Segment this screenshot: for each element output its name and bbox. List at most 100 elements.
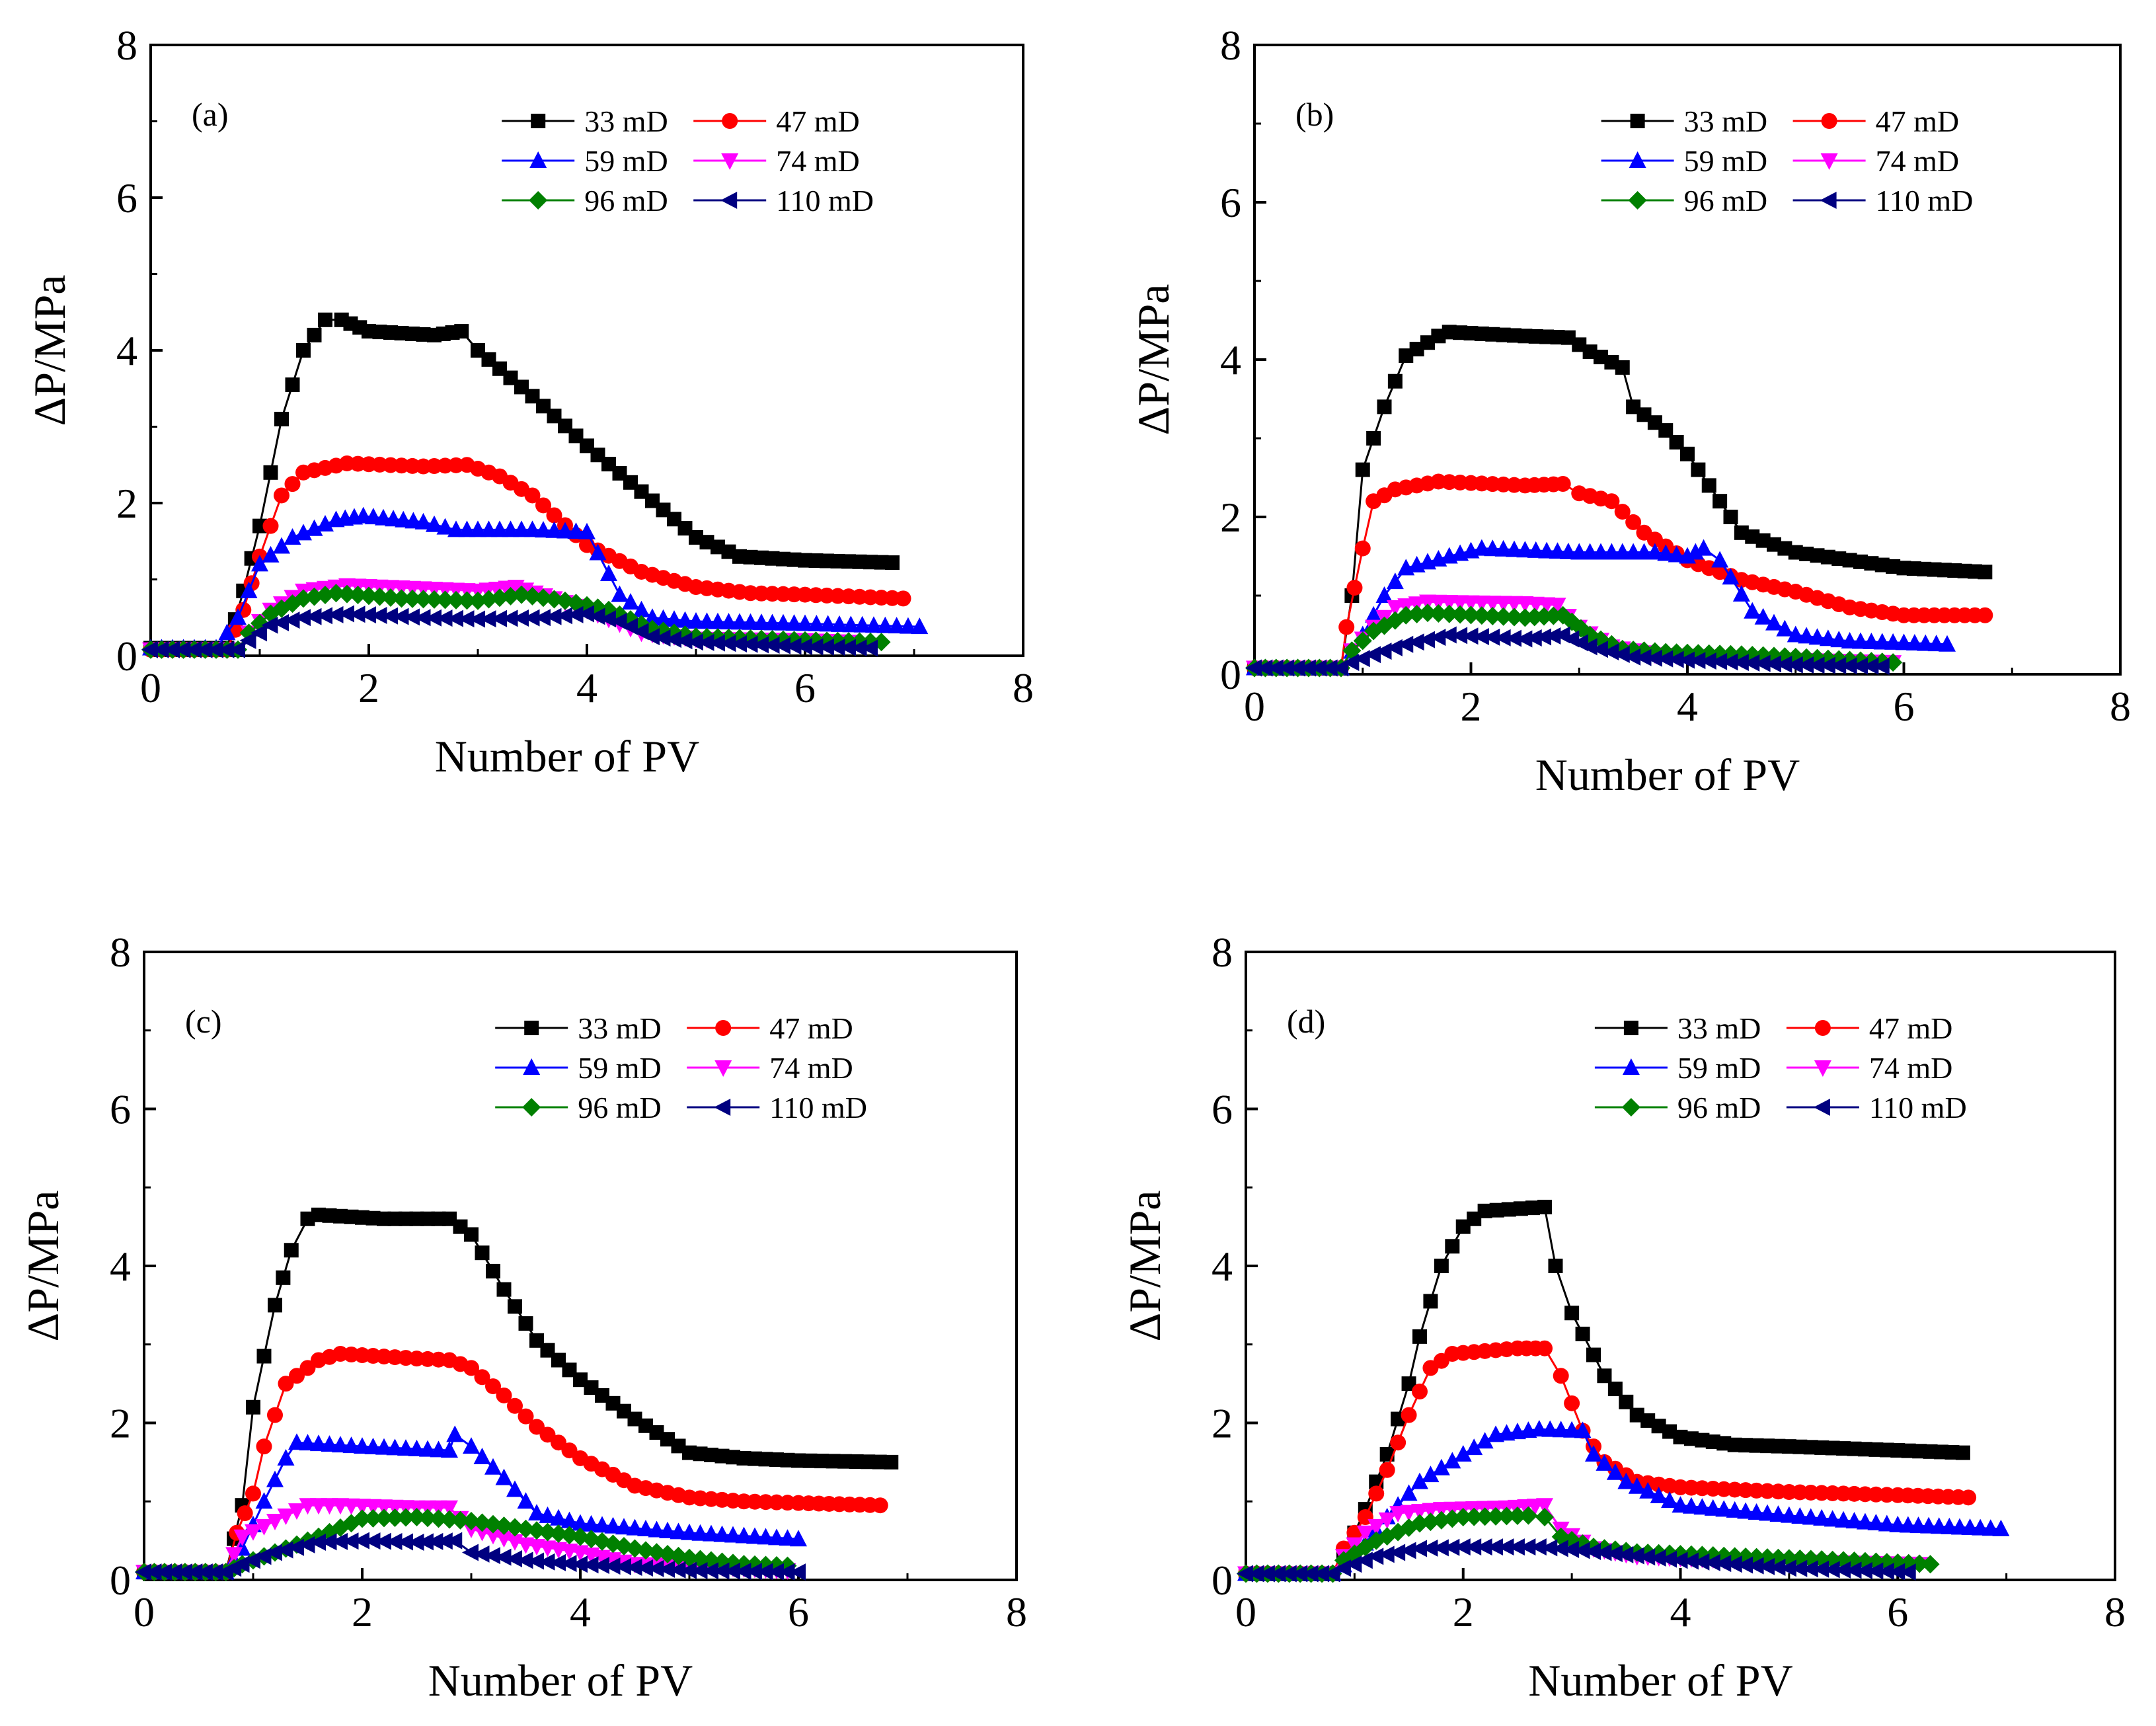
data-point — [1613, 645, 1630, 663]
data-point — [669, 1561, 686, 1579]
data-point — [1852, 632, 1869, 649]
data-point — [430, 1500, 447, 1517]
x-tick-label: 2 — [1453, 1589, 1474, 1635]
y-axis-title: ΔP/MPa — [1128, 284, 1178, 436]
data-point — [1802, 1508, 1820, 1525]
data-point — [582, 1556, 599, 1574]
data-point — [775, 613, 792, 631]
data-point — [441, 1441, 458, 1458]
data-point — [375, 1532, 391, 1550]
data-point — [1541, 1539, 1558, 1557]
data-point — [385, 1533, 403, 1551]
data-point — [436, 518, 454, 535]
data-point — [626, 1518, 644, 1536]
data-point — [1888, 1563, 1906, 1581]
data-point — [534, 609, 551, 627]
y-tick-label: 0 — [1212, 1557, 1233, 1604]
data-point — [457, 591, 477, 610]
data-point — [1472, 606, 1491, 625]
data-point — [1747, 1557, 1764, 1575]
data-point — [486, 1263, 500, 1278]
data-point — [741, 635, 758, 653]
data-point — [263, 465, 278, 480]
data-point — [1808, 628, 1826, 645]
data-point — [186, 1563, 203, 1581]
data-point — [1387, 373, 1403, 389]
data-point — [1440, 626, 1457, 644]
data-point — [1421, 1512, 1440, 1532]
x-tick-label: 2 — [358, 664, 379, 711]
data-point — [632, 623, 649, 641]
data-point — [1703, 1553, 1720, 1571]
data-point — [1445, 1239, 1460, 1254]
data-point — [1627, 1547, 1644, 1565]
data-point — [463, 1360, 479, 1376]
data-point — [1775, 656, 1792, 674]
data-point — [538, 1553, 555, 1571]
data-point — [680, 1561, 697, 1579]
data-point — [1596, 1454, 1613, 1471]
x-tick-label: 0 — [140, 664, 161, 711]
data-point — [746, 1527, 763, 1544]
data-point — [1473, 539, 1490, 556]
data-point — [785, 637, 802, 655]
data-point — [560, 1555, 577, 1573]
data-point — [1280, 1565, 1297, 1583]
data-point — [491, 520, 508, 537]
data-point — [763, 637, 780, 654]
data-point — [681, 1523, 698, 1540]
data-point — [490, 609, 507, 627]
data-point — [734, 1562, 751, 1580]
data-point — [1605, 1545, 1623, 1563]
data-point — [135, 1563, 151, 1581]
data-point — [1658, 423, 1674, 438]
data-point — [1301, 1565, 1319, 1583]
data-point — [545, 590, 564, 609]
data-point — [1603, 493, 1620, 510]
data-point — [742, 613, 759, 630]
data-point — [381, 607, 398, 625]
data-point — [419, 1440, 436, 1457]
data-point — [665, 631, 681, 648]
data-point — [469, 610, 485, 628]
data-point — [1537, 1199, 1553, 1214]
data-point — [1607, 1382, 1623, 1397]
data-point — [1386, 572, 1404, 590]
data-point — [1704, 1499, 1722, 1516]
data-point — [1541, 1420, 1559, 1437]
data-point — [309, 1534, 326, 1551]
data-point — [1646, 543, 1664, 560]
data-point — [1563, 1421, 1581, 1438]
data-point — [436, 1532, 453, 1550]
data-point — [1549, 598, 1566, 615]
data-point — [1787, 625, 1804, 643]
data-point — [1353, 631, 1372, 650]
data-point — [462, 1544, 479, 1561]
data-point — [1389, 1506, 1407, 1523]
data-point — [768, 1528, 785, 1546]
data-point — [1538, 541, 1556, 559]
data-point — [1759, 1504, 1776, 1521]
data-point — [1678, 651, 1695, 669]
data-point — [1978, 565, 1993, 580]
data-point — [819, 615, 837, 632]
data-point — [447, 609, 463, 627]
data-point — [1483, 628, 1500, 646]
data-point — [321, 1498, 338, 1515]
data-point — [702, 1562, 718, 1580]
data-point — [1367, 1548, 1384, 1565]
series-33-md — [137, 1207, 899, 1580]
data-point — [666, 610, 683, 627]
data-point — [884, 1454, 899, 1470]
data-point — [1525, 629, 1542, 647]
data-point — [266, 1513, 284, 1530]
legend-marker — [1813, 1099, 1830, 1116]
legend-marker — [714, 1060, 732, 1077]
data-point — [1649, 1549, 1666, 1567]
data-point — [1681, 1552, 1699, 1570]
legend-marker — [1814, 1020, 1831, 1036]
data-point — [469, 591, 487, 610]
data-point — [1375, 586, 1393, 603]
data-point — [229, 608, 247, 625]
